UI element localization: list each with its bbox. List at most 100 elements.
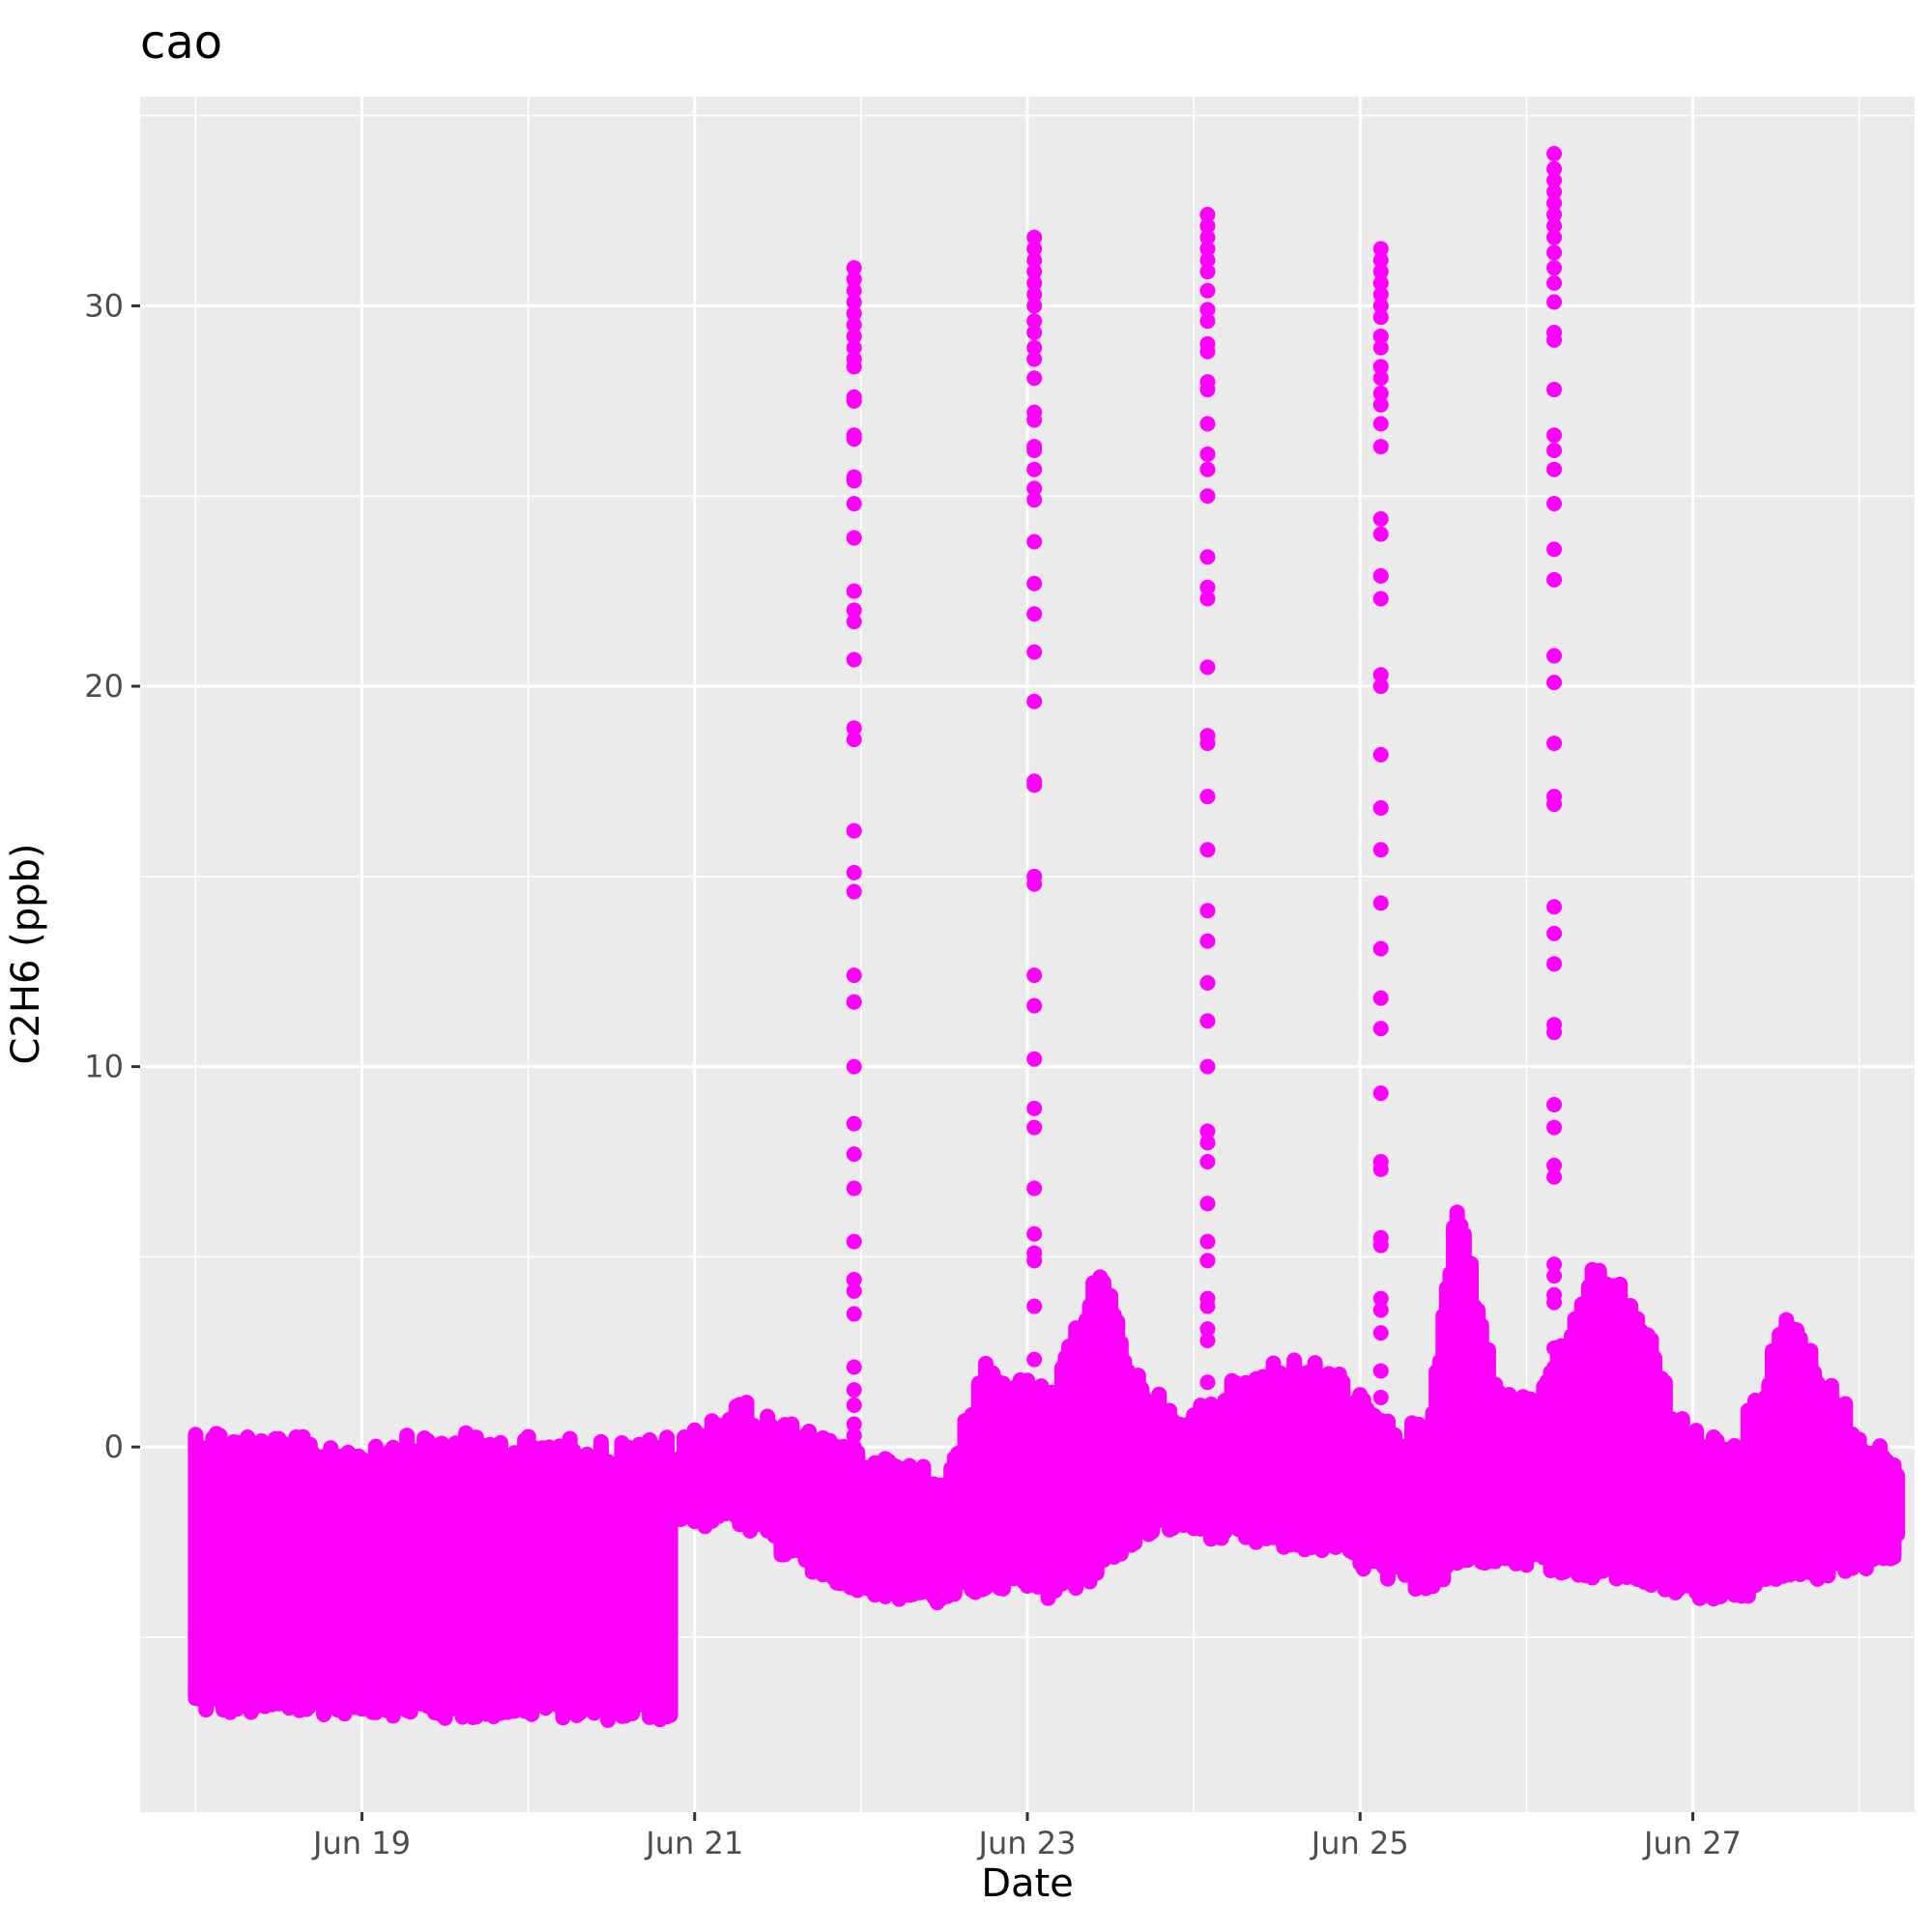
data-point [846,614,862,630]
data-point [846,883,862,900]
data-point [846,864,862,880]
data-point [1026,313,1043,330]
data-point [846,822,862,839]
data-point [1199,446,1216,462]
data-point [1026,606,1043,622]
data-point [1372,439,1389,455]
data-point [1546,1268,1563,1284]
data-point [846,1180,862,1197]
data-point [1372,1420,1389,1436]
data-point [1026,644,1043,660]
data-point [1026,1382,1043,1399]
data-point [1546,229,1563,245]
data-point [1199,789,1216,805]
data-point [1026,370,1043,387]
data-point [1546,207,1563,223]
data-point [1546,294,1563,310]
data-point [1546,1286,1563,1303]
y-axis: 0 10 20 30 [84,287,140,1465]
data-point [1199,252,1216,269]
data-point [846,530,862,546]
data-point [846,282,862,299]
data-point [1026,274,1043,291]
data-point [1546,427,1563,444]
data-point [1372,416,1389,432]
data-point [1026,1180,1043,1197]
data-point [1026,286,1043,303]
x-tick-label: Jun 27 [1642,1825,1742,1861]
data-point [1026,404,1043,420]
data-point [1546,1168,1563,1185]
data-point [846,1382,862,1399]
data-point [1546,1157,1563,1173]
data-point [1026,997,1043,1014]
data-point [1372,339,1389,356]
data-point [846,339,862,356]
data-point [1026,264,1043,280]
data-point [1546,1256,1563,1273]
data-point [1546,496,1563,512]
data-point [1199,1332,1216,1348]
data-point [1372,940,1389,957]
data-point [1372,1290,1389,1307]
data-point [1546,925,1563,941]
data-point [1026,575,1043,591]
data-point [1546,1096,1563,1112]
data-point [846,317,862,333]
data-point [1199,1253,1216,1269]
data-point [1372,286,1389,303]
data-point [1546,541,1563,558]
data-point [1199,1374,1216,1391]
data-point [1546,735,1563,752]
data-point [846,1058,862,1075]
y-tick-label: 0 [104,1428,124,1465]
data-point [1199,842,1216,858]
data-point [846,1146,862,1163]
data-point [846,260,862,276]
data-point [1372,309,1389,326]
data-point [1546,184,1563,200]
data-point [1372,274,1389,291]
data-point [1199,335,1216,352]
data-point [1546,571,1563,588]
data-point [846,1359,862,1375]
data-point [846,271,862,287]
data-point [1199,282,1216,299]
data-point [846,305,862,322]
data-point [1199,549,1216,565]
data-point [1199,1123,1216,1139]
data-point [1026,480,1043,497]
data-point [1199,728,1216,744]
data-point [1546,899,1563,915]
data-point [1199,488,1216,505]
data-point [1546,382,1563,398]
data-point [1546,245,1563,261]
data-point [1199,264,1216,280]
data-point [1546,217,1563,234]
data-point [1026,773,1043,790]
data-point [846,732,862,748]
data-point [1372,385,1389,401]
data-point [1372,328,1389,344]
data-point [1372,1153,1389,1169]
data-point [846,496,862,512]
data-point [1199,1135,1216,1151]
data-point [1026,1226,1043,1242]
data-point [1546,443,1563,459]
data-points [187,146,1906,1728]
data-point [846,389,862,405]
data-point [1372,990,1389,1006]
data-point [846,328,862,344]
data-point [1199,416,1216,432]
data-point [1026,492,1043,508]
data-point [846,1439,862,1456]
data-point [1372,1302,1389,1318]
data-point [846,1427,862,1444]
data-point [1546,274,1563,291]
y-axis-title: C2H6 (ppb) [4,843,48,1064]
data-point [1199,591,1216,607]
data-point [846,1272,862,1288]
data-point [1372,1021,1389,1037]
data-point [1026,325,1043,341]
